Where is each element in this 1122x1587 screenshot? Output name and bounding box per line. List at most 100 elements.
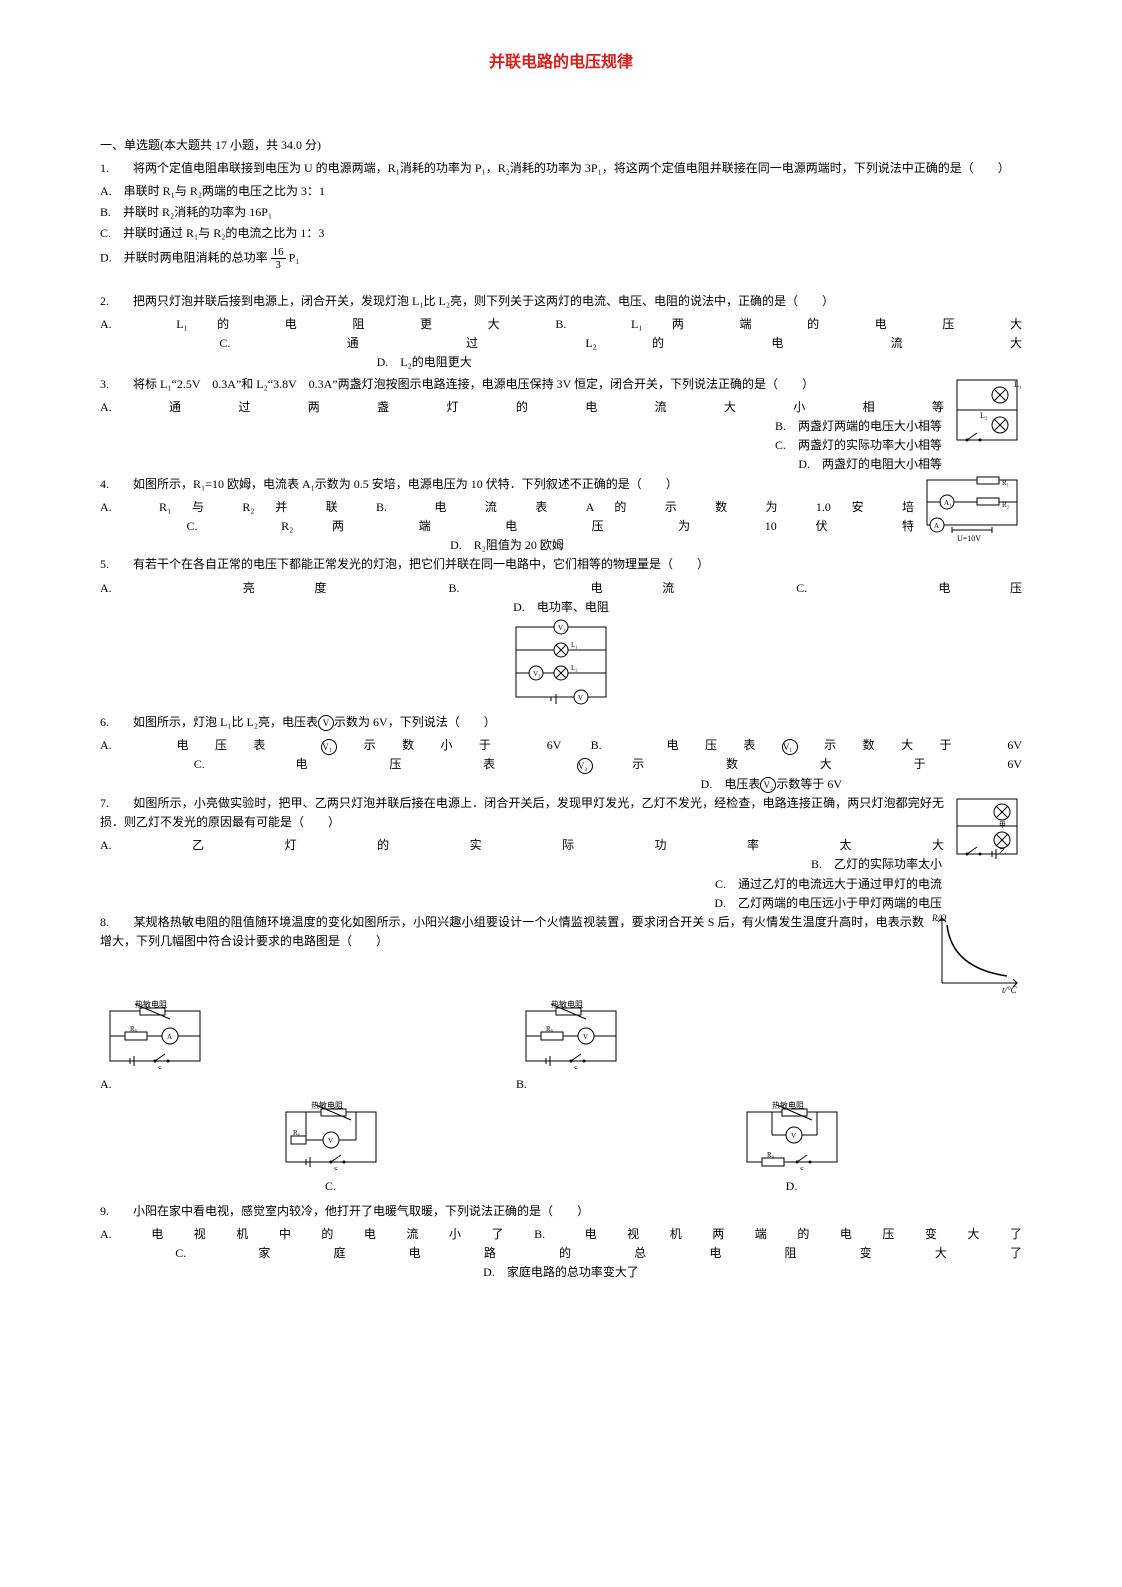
svg-text:A: A: [934, 522, 939, 530]
page-title: 并联电路的电压规律: [100, 50, 1022, 76]
q1-opt-d: D. 并联时两电阻消耗的总功率 16 3 P₁: [100, 246, 1022, 271]
q8-opt-d-block: 热敏电阻 V R₀ S D.: [737, 1100, 847, 1195]
q8-opt-d: D.: [737, 1177, 847, 1196]
q6-stem-pre: 6. 如图所示，灯泡 L₁比 L₂亮，电压表: [100, 715, 318, 729]
fraction-num: 16: [271, 246, 286, 259]
section-heading: 一、单选题(本大题共 17 小题，共 34.0 分): [100, 136, 1022, 155]
q9-opt-c: C. 家 庭 电 路 的 总 电 阻 变 大 了: [175, 1246, 1022, 1260]
q2-line3: D. L₂的电阻更大: [100, 353, 1022, 372]
q7-opt-b: B. 乙灯的实际功率太小: [100, 855, 1022, 874]
q6-stem-post: 示数为 6V，下列说法（ ）: [334, 715, 496, 729]
svg-text:L₂: L₂: [571, 664, 578, 672]
q8-opt-c: C.: [276, 1177, 386, 1196]
svg-text:S: S: [800, 1166, 804, 1170]
q9-opt-a: A. 电 视 机 中 的 电 流 小 了: [100, 1227, 517, 1241]
q2-line2: C. 通 过 L₂ 的 电 流 大: [100, 334, 1022, 353]
question-2: 2. 把两只灯泡并联后接到电源上，闭合开关，发现灯泡 L₁比 L₂亮，则下列关于…: [100, 292, 1022, 311]
q8-opt-a-block: 热敏电阻 R₀ A S A.: [100, 999, 210, 1094]
svg-text:V: V: [791, 1132, 796, 1140]
q5-line1: A. 亮度 B. 电流 C. 电压: [100, 579, 1022, 598]
q3-opt-b: B. 两盏灯两端的电压大小相等: [100, 417, 1022, 436]
q8-opt-b-block: 热敏电阻 R₀ V S B.: [516, 999, 626, 1094]
svg-text:V: V: [328, 1137, 333, 1145]
q8-circuit-a: 热敏电阻 R₀ A S: [100, 999, 210, 1069]
q1-opt-b: B. 并联时 R₂消耗的功率为 16P₁: [100, 203, 1022, 222]
q6-line-a: A. 电压表 V₁示数小于 6V B. 电压表V₁示数大于 6V: [100, 736, 1022, 755]
q3-line1: A. 通 过 两 盏 灯 的 电 流 大 小 相 等: [100, 398, 1022, 417]
q4-opt-b: B. 电 流 表 A 的 示 数 为 1.0 安 培: [376, 500, 914, 514]
q9-line2: C. 家 庭 电 路 的 总 电 阻 变 大 了: [100, 1244, 1022, 1263]
q8-options-row1: 热敏电阻 R₀ A S A. 热敏电阻 R₀ V S B.: [100, 999, 1022, 1094]
q9-opt-b: B. 电 视 机 两 端 的 电 压 变 大 了: [534, 1227, 1022, 1241]
svg-text:R₂: R₂: [1002, 501, 1010, 509]
voltmeter-icon: V₂: [577, 758, 593, 774]
q9-line1: A. 电 视 机 中 的 电 流 小 了 B. 电 视 机 两 端 的 电 压 …: [100, 1225, 1022, 1244]
question-1: 1. 将两个定值电阻串联接到电压为 U 的电源两端，R₁消耗的功率为 P₁，R₂…: [100, 159, 1022, 178]
q6-line-c: C. 电 压 表 V₂示 数 大 于 6V: [100, 755, 1022, 774]
q1-opt-c: C. 并联时通过 R₁与 R₂的电流之比为 1：3: [100, 224, 1022, 243]
q7-line1: A. 乙 灯 的 实 际 功 率 太 大: [100, 836, 1022, 855]
q8-circuit-c: 热敏电阻 R₀ V S: [276, 1100, 386, 1170]
question-5: 5. 有若干个在各自正常的电压下都能正常发光的灯泡，把它们并联在同一电路中，它们…: [100, 555, 1022, 574]
svg-text:R₀: R₀: [293, 1129, 301, 1137]
spacer: [947, 400, 959, 414]
q8-opt-b: B.: [516, 1075, 626, 1094]
svg-text:V: V: [583, 1033, 588, 1041]
q5-opt-d: D. 电功率、电阻: [100, 598, 1022, 617]
q7-opt-a: A. 乙 灯 的 实 际 功 率 太 大: [100, 838, 944, 852]
svg-text:乙: 乙: [999, 848, 1006, 856]
q7-opt-d: D. 乙灯两端的电压远小于甲灯两端的电压: [100, 894, 1022, 913]
svg-text:U=10V: U=10V: [957, 534, 981, 543]
svg-text:A₁: A₁: [944, 499, 952, 507]
svg-text:L₁: L₁: [571, 641, 578, 649]
q5-opt-a: A. 亮度: [100, 581, 386, 595]
q8-opt-a: A.: [100, 1075, 210, 1094]
svg-text:L₂: L₂: [980, 411, 988, 420]
voltmeter-icon: V: [318, 715, 334, 731]
voltmeter-icon: V₁: [782, 739, 798, 755]
q6-opt-a: A. 电压表 V₁示数小于 6V: [100, 738, 561, 752]
q6-opt-c: C. 电 压 表 V₂示 数 大 于 6V: [194, 757, 1022, 771]
svg-text:R₀: R₀: [767, 1151, 775, 1159]
q2-opt-c: C. 通 过 L₂ 的 电 流 大: [219, 336, 1022, 350]
voltmeter-icon: V₂: [760, 777, 776, 793]
q1-d-post: P₁: [289, 250, 300, 264]
spacer: [100, 519, 148, 533]
q8-circuit-d: 热敏电阻 V R₀ S: [737, 1100, 847, 1170]
q1-opt-a: A. 串联时 R₁与 R₂两端的电压之比为 3：1: [100, 182, 1022, 201]
q7-opt-c: C. 通过乙灯的电流远大于通过甲灯的电流: [100, 875, 1022, 894]
fraction-16-3: 16 3: [271, 246, 286, 271]
q3-opt-c: C. 两盏灯的实际功率大小相等: [100, 436, 1022, 455]
q3-opt-a: A. 通 过 两 盏 灯 的 电 流 大 小 相 等: [100, 400, 944, 414]
spacer: [100, 336, 164, 350]
spacer: [100, 757, 151, 771]
question-8: 8. 某规格热敏电阻的阻值随环境温度的变化如图所示，小阳兴趣小组要设计一个火情监…: [100, 913, 1022, 951]
q6-opt-b: B. 电压表V₁示数大于 6V: [591, 738, 1022, 752]
q5-opt-b: B. 电流: [448, 581, 733, 595]
question-4: 4. 如图所示，R₁=10 欧姆，电流表 A₁示数为 0.5 安培，电源电压为 …: [100, 475, 1022, 494]
q2-opt-a: A. L₁ 的 电 阻 更 大: [100, 317, 526, 331]
q9-opt-d: D. 家庭电路的总功率变大了: [100, 1263, 1022, 1282]
q6-opt-d: D. 电压表V₂示数等于 6V: [100, 775, 1022, 794]
q4-opt-d: D. R₂阻值为 20 欧姆: [100, 536, 1022, 555]
q3-opt-d: D. 两盏灯的电阻大小相等: [100, 455, 1022, 474]
q2-line1: A. L₁ 的 电 阻 更 大 B. L₁ 两 端 的 电 压 大: [100, 315, 1022, 334]
q6-circuit-figure: V₁ L₁ L₂ V₂ V: [506, 617, 616, 707]
svg-text:R₀: R₀: [546, 1025, 554, 1033]
q8-circuit-b: 热敏电阻 R₀ V S: [516, 999, 626, 1069]
svg-text:A: A: [167, 1033, 172, 1041]
voltmeter-icon: V₁: [321, 739, 337, 755]
question-9: 9. 小阳在家中看电视，感觉室内较冷，他打开了电暖气取暖，下列说法正确的是（ ）: [100, 1202, 1022, 1221]
q4-opt-a: A. R₁ 与 R₂ 并 联: [100, 500, 355, 514]
question-3: 3. 将标 L₁“2.5V 0.3A”和 L₂“3.8V 0.3A”两盏灯泡按图…: [100, 375, 1022, 394]
svg-text:S: S: [334, 1166, 338, 1170]
q8-options-row2: 热敏电阻 R₀ V S C. 热敏电阻 V R₀ S D.: [100, 1100, 1022, 1195]
question-7: 7. 如图所示，小亮做实验时，把甲、乙两只灯泡并联后接在电源上．闭合开关后，发现…: [100, 794, 1022, 832]
q4-opt-c: C. R₂ 两 端 电 压 为 10 伏 特: [187, 519, 914, 533]
q5-opt-c: C. 电压: [796, 581, 1022, 595]
fraction-den: 3: [271, 259, 286, 271]
spacer: [947, 838, 959, 852]
q8-opt-c-block: 热敏电阻 R₀ V S C.: [276, 1100, 386, 1195]
q1-d-pre: D. 并联时两电阻消耗的总功率: [100, 250, 268, 264]
q4-line1: A. R₁ 与 R₂ 并 联 B. 电 流 表 A 的 示 数 为 1.0 安 …: [100, 498, 1022, 517]
